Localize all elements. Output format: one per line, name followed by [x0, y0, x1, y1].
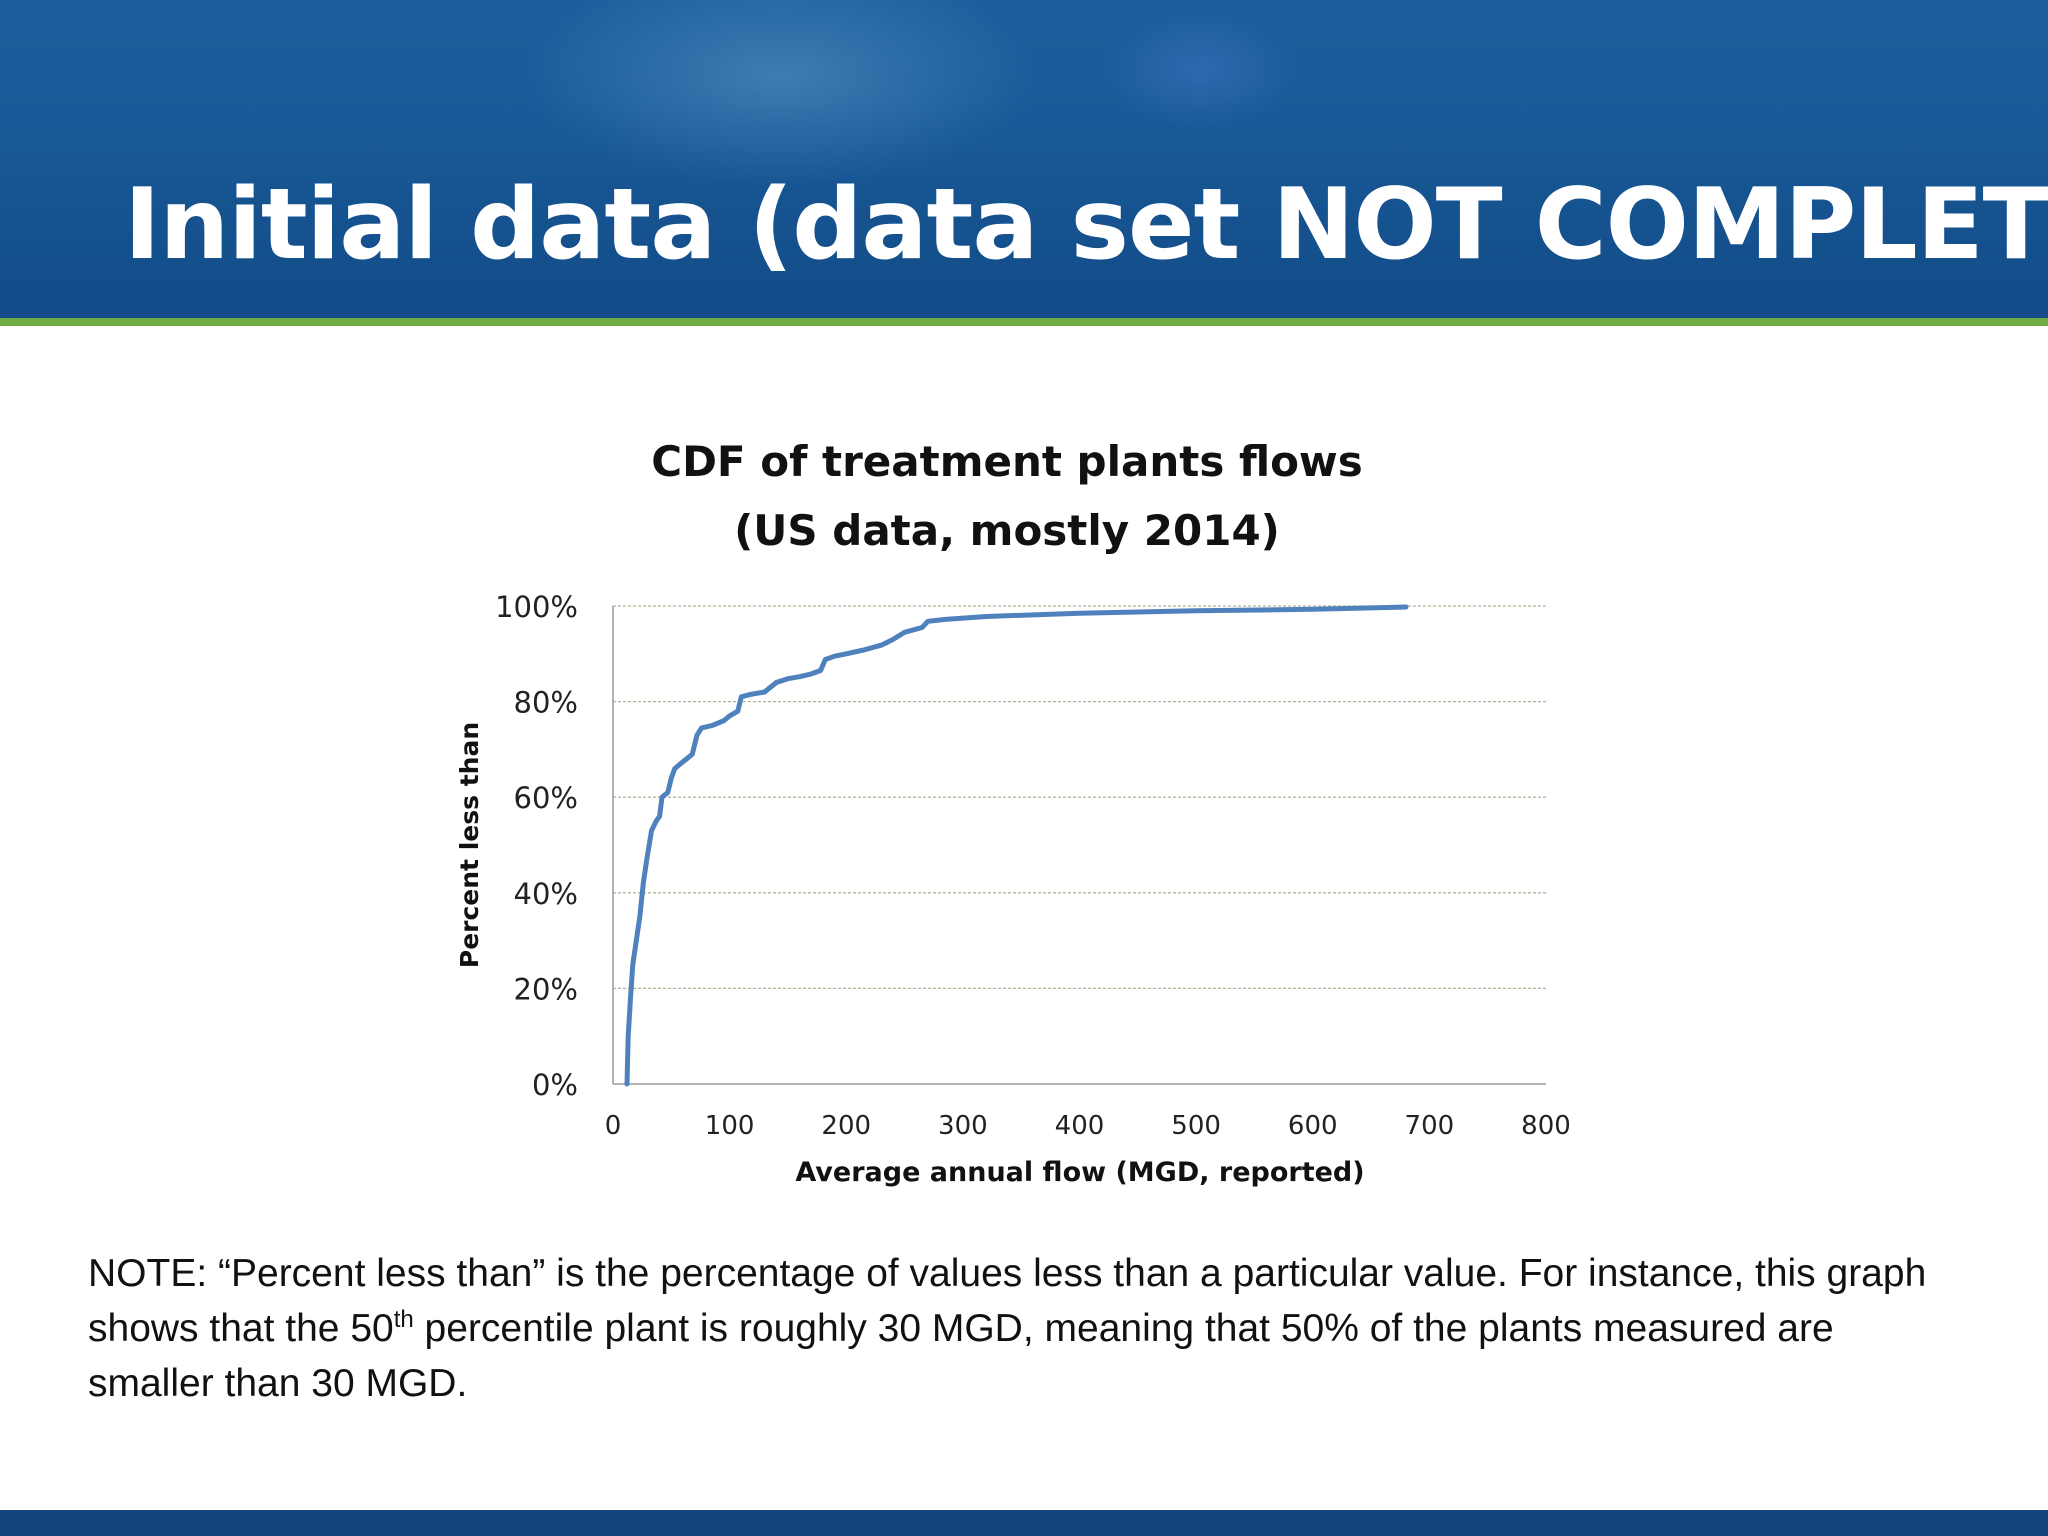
x-tick-label-700: 700	[1405, 1111, 1455, 1141]
slide-header: Initial data (data set NOT COMPLETE)	[0, 0, 2048, 318]
x-tick-labels: 0 100 200 300 400 500 600 700 800	[605, 1111, 1571, 1141]
y-axis-label: Percent less than	[455, 722, 484, 968]
header-background-highlight	[1100, 10, 1300, 130]
x-tick-label-800: 800	[1521, 1111, 1571, 1141]
y-tick-label-100: 100%	[495, 590, 578, 624]
axes	[612, 606, 1546, 1085]
y-tick-label-80: 80%	[514, 686, 578, 720]
x-tick-label-500: 500	[1171, 1111, 1221, 1141]
note-text-start: NOTE: “Percent less than” is the percent…	[88, 1252, 1927, 1350]
header-background-photo	[520, 0, 1040, 190]
x-axis-label: Average annual flow (MGD, reported)	[795, 1157, 1364, 1188]
y-tick-label-0: 0%	[532, 1068, 578, 1102]
y-tick-label-60: 60%	[514, 781, 578, 815]
cdf-series-line	[624, 604, 1409, 1087]
note-text-end: percentile plant is roughly 30 MGD, mean…	[88, 1307, 1834, 1405]
slide-footer-bar	[0, 1510, 2048, 1536]
x-tick-label-200: 200	[821, 1111, 871, 1141]
note-superscript: th	[393, 1306, 414, 1333]
header-accent-rule	[0, 318, 2048, 326]
y-tick-label-20: 20%	[514, 972, 578, 1006]
header-background-shade	[0, 100, 2048, 318]
chart-title-line2: (US data, mostly 2014)	[734, 506, 1280, 555]
y-tick-label-40: 40%	[514, 877, 578, 911]
chart-title-line1: CDF of treatment plants flows	[651, 437, 1362, 486]
x-tick-label-100: 100	[705, 1111, 755, 1141]
slide-title: Initial data (data set NOT COMPLETE)	[124, 168, 2048, 282]
explanatory-note: NOTE: “Percent less than” is the percent…	[88, 1246, 1968, 1411]
x-tick-label-300: 300	[938, 1111, 988, 1141]
x-tick-label-400: 400	[1055, 1111, 1105, 1141]
x-tick-label-600: 600	[1288, 1111, 1338, 1141]
x-tick-label-0: 0	[605, 1111, 622, 1141]
gridlines	[613, 605, 1546, 990]
y-tick-labels: 0% 20% 40% 60% 80% 100%	[495, 590, 578, 1102]
